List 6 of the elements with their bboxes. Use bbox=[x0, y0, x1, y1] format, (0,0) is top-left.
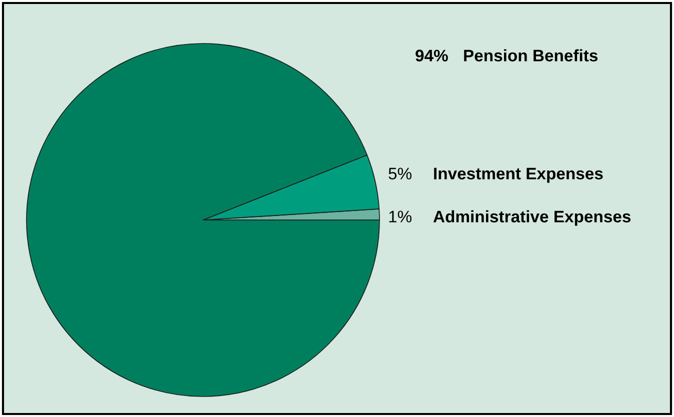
data-label: 5% bbox=[388, 168, 412, 180]
data-label: 94% bbox=[416, 50, 448, 62]
data-label: 1% bbox=[389, 210, 412, 222]
slice-label: Pension Benefits bbox=[464, 49, 598, 62]
slice-label: Administrative Expenses bbox=[433, 210, 631, 226]
slice-label: Investment Expenses bbox=[434, 168, 603, 183]
